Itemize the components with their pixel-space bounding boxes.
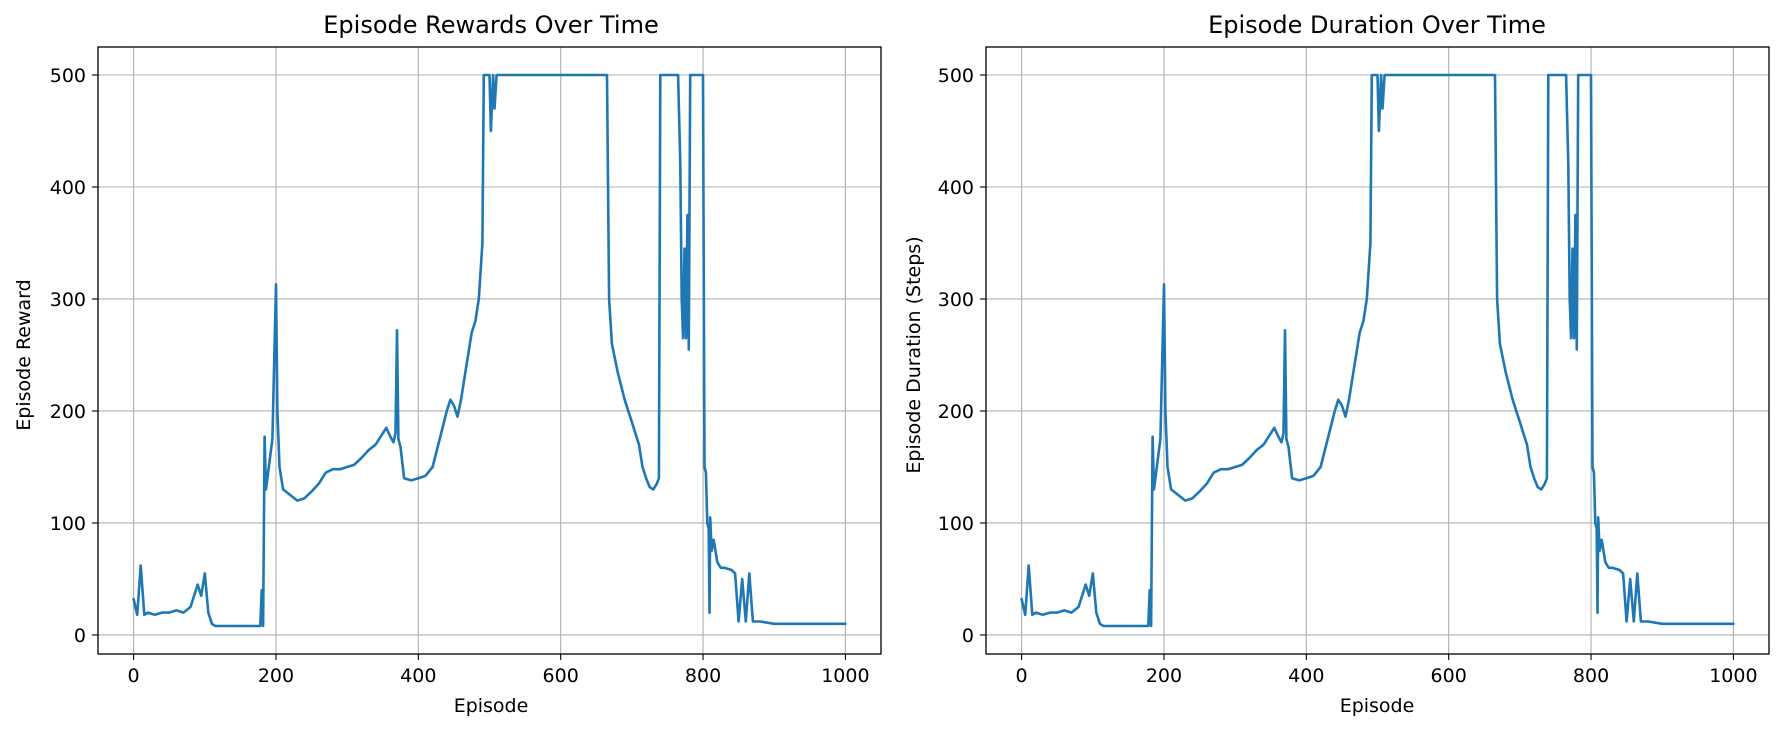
x-tick-label: 0: [128, 665, 140, 687]
y-tick-label: 500: [938, 65, 974, 87]
x-tick-label: 400: [1288, 665, 1324, 687]
x-tick-label: 1000: [821, 665, 869, 687]
y-tick-label: 500: [50, 65, 86, 87]
x-tick-label: 1000: [1709, 665, 1757, 687]
duration-chart: 0 200 400 600 800 1000 0 100 200 300 400 500 Episode…: [903, 11, 1770, 717]
x-tick-label: 800: [1573, 665, 1609, 687]
x-tick-label: 600: [543, 665, 579, 687]
chart-title: Episode Rewards Over Time: [323, 11, 658, 39]
x-axis-label: Episode: [454, 695, 529, 717]
x-tick-label: 200: [258, 665, 294, 687]
x-tick-label: 600: [1431, 665, 1467, 687]
chart-title: Episode Duration Over Time: [1208, 11, 1546, 39]
x-tick-label: 200: [1146, 665, 1182, 687]
axes-frame: [97, 46, 882, 655]
plot-area: 0 200 400 600 800 1000 0 100 200 300 400 500: [938, 46, 1770, 687]
x-axis-label: Episode: [1340, 695, 1415, 717]
plot-area: 0 200 400 600 800 1000 0 100 200 300 400 500: [50, 46, 882, 687]
y-tick-label: 400: [50, 177, 86, 199]
y-tick-label: 100: [938, 513, 974, 535]
x-tick-label: 800: [685, 665, 721, 687]
y-tick-label: 300: [938, 289, 974, 311]
y-tick-label: 200: [938, 401, 974, 423]
y-tick-label: 200: [50, 401, 86, 423]
y-axis-label: Episode Reward: [13, 279, 35, 430]
x-tick-label: 0: [1016, 665, 1028, 687]
axes-frame: [985, 46, 1770, 655]
y-tick-label: 0: [962, 625, 974, 647]
x-tick-label: 400: [400, 665, 436, 687]
y-tick-label: 100: [50, 513, 86, 535]
series-line: [132, 73, 847, 628]
y-tick-label: 400: [938, 177, 974, 199]
y-tick-label: 300: [50, 289, 86, 311]
rewards-chart: 0 200 400 600 800 1000 0 100 200 300 400 500 Episode…: [13, 11, 882, 717]
y-tick-label: 0: [74, 625, 86, 647]
series-line: [1020, 73, 1735, 628]
y-axis-label: Episode Duration (Steps): [903, 236, 925, 473]
